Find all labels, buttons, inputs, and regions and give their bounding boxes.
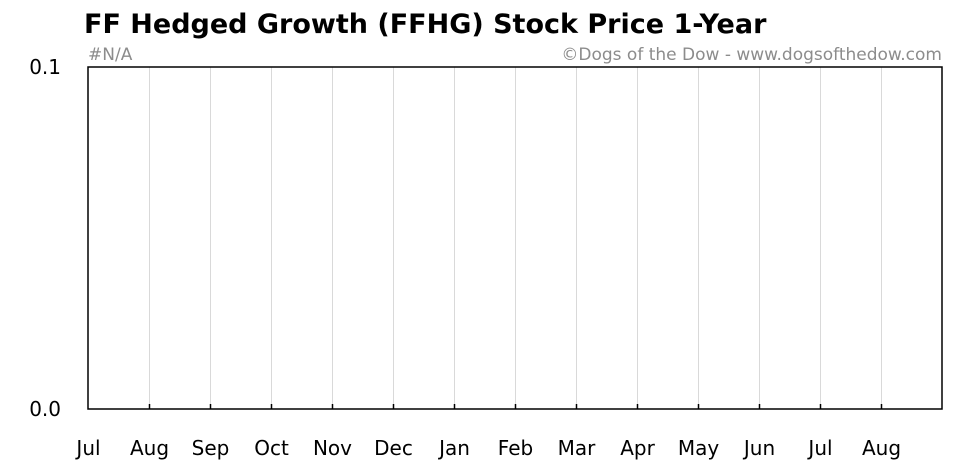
x-tick-label: Jul: [74, 436, 100, 460]
x-tick-label: May: [678, 436, 720, 460]
y-axis-labels: 0.1 0.0: [29, 55, 61, 421]
y-tick-label: 0.1: [29, 55, 61, 79]
x-axis-ticks: [148, 404, 883, 409]
chart-title: FF Hedged Growth (FFHG) Stock Price 1-Ye…: [84, 9, 767, 40]
x-tick-label: Sep: [192, 436, 230, 460]
x-axis-labels: Jul Aug Sep Oct Nov Dec Jan Feb Mar Apr May Jun Jul A…: [74, 436, 901, 460]
chart-subtitle: #N/A: [88, 45, 133, 65]
x-tick-label: Jul: [806, 436, 832, 460]
x-tick-label: Aug: [130, 436, 169, 460]
x-tick-label: Jun: [742, 436, 775, 460]
x-tick-label: Mar: [558, 436, 597, 460]
chart-credit: ©Dogs of the Dow - www.dogsofthedow.com: [561, 45, 942, 65]
x-tick-label: Oct: [254, 436, 289, 460]
x-tick-label: Jan: [437, 436, 470, 460]
x-tick-label: Dec: [374, 436, 413, 460]
grid-lines: [149, 67, 882, 409]
y-tick-label: 0.0: [29, 397, 61, 421]
x-tick-label: Nov: [313, 436, 352, 460]
x-tick-label: Apr: [620, 436, 655, 460]
x-tick-label: Aug: [862, 436, 901, 460]
x-tick-label: Feb: [498, 436, 533, 460]
